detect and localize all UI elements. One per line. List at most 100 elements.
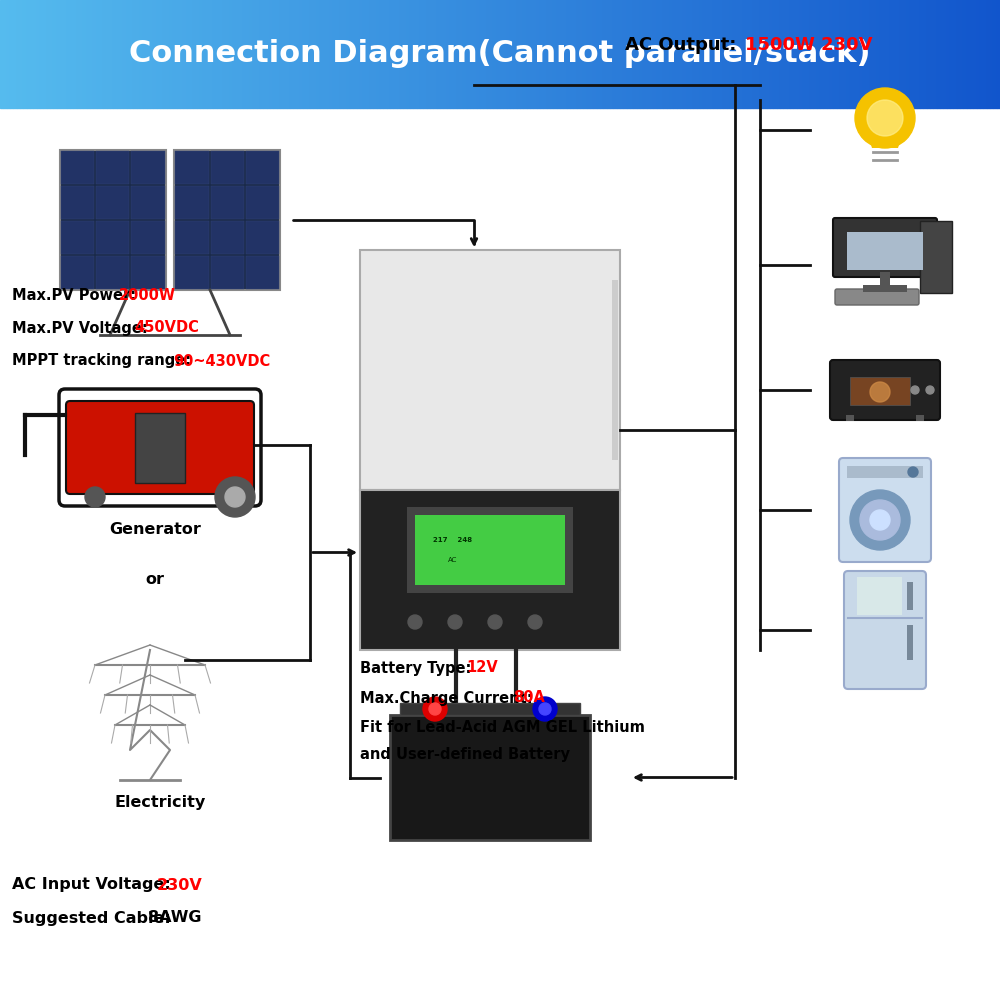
Bar bbox=[967, 0, 970, 108]
Bar bbox=[323, 0, 327, 108]
Circle shape bbox=[867, 100, 903, 136]
Bar bbox=[677, 0, 680, 108]
Bar bbox=[733, 0, 737, 108]
Bar bbox=[300, 0, 303, 108]
Bar bbox=[263, 0, 267, 108]
Bar bbox=[246, 186, 279, 219]
Text: 12V: 12V bbox=[466, 660, 498, 676]
Bar bbox=[96, 221, 129, 254]
Bar bbox=[610, 0, 613, 108]
Bar bbox=[370, 0, 373, 108]
Bar bbox=[333, 0, 337, 108]
Bar bbox=[847, 466, 923, 478]
Bar bbox=[627, 0, 630, 108]
Bar bbox=[897, 0, 900, 108]
Bar bbox=[643, 0, 647, 108]
Bar bbox=[407, 0, 410, 108]
Text: Max.Charge Current:: Max.Charge Current: bbox=[360, 690, 533, 706]
Bar bbox=[60, 0, 63, 108]
Bar bbox=[720, 0, 723, 108]
Bar bbox=[673, 0, 677, 108]
Circle shape bbox=[870, 382, 890, 402]
Text: 217    248: 217 248 bbox=[433, 536, 473, 542]
Circle shape bbox=[860, 500, 900, 540]
Bar bbox=[843, 0, 847, 108]
Bar bbox=[90, 0, 93, 108]
Bar bbox=[543, 0, 547, 108]
Bar bbox=[270, 0, 273, 108]
Bar bbox=[857, 0, 860, 108]
Circle shape bbox=[215, 477, 255, 517]
Bar bbox=[67, 0, 70, 108]
Bar bbox=[61, 256, 94, 289]
Bar bbox=[220, 0, 223, 108]
Bar bbox=[620, 0, 623, 108]
Bar bbox=[3, 0, 7, 108]
Bar bbox=[900, 0, 903, 108]
FancyBboxPatch shape bbox=[833, 218, 937, 277]
Bar bbox=[107, 0, 110, 108]
Bar bbox=[727, 0, 730, 108]
FancyBboxPatch shape bbox=[835, 289, 919, 305]
Bar bbox=[846, 415, 854, 421]
Bar bbox=[463, 0, 467, 108]
Bar bbox=[20, 0, 23, 108]
Bar bbox=[847, 232, 923, 270]
Bar bbox=[33, 0, 37, 108]
Bar bbox=[217, 0, 220, 108]
Bar bbox=[740, 0, 743, 108]
Bar bbox=[347, 0, 350, 108]
Circle shape bbox=[926, 386, 934, 394]
Bar bbox=[96, 151, 129, 184]
Bar bbox=[983, 0, 987, 108]
Bar bbox=[273, 0, 277, 108]
Bar bbox=[640, 0, 643, 108]
Bar bbox=[567, 0, 570, 108]
Bar bbox=[483, 0, 487, 108]
Bar bbox=[520, 0, 523, 108]
Bar bbox=[493, 0, 497, 108]
Text: Suggested Cable:: Suggested Cable: bbox=[12, 910, 171, 926]
Bar bbox=[350, 0, 353, 108]
Bar bbox=[183, 0, 187, 108]
Bar bbox=[307, 0, 310, 108]
Bar bbox=[360, 490, 620, 650]
Text: 80A: 80A bbox=[513, 690, 545, 706]
Bar bbox=[246, 221, 279, 254]
Bar bbox=[80, 0, 83, 108]
Bar bbox=[617, 0, 620, 108]
Bar bbox=[100, 0, 103, 108]
Bar bbox=[850, 0, 853, 108]
Bar bbox=[687, 0, 690, 108]
Bar bbox=[833, 0, 837, 108]
Bar bbox=[117, 0, 120, 108]
FancyBboxPatch shape bbox=[66, 401, 254, 494]
Bar bbox=[830, 0, 833, 108]
Bar bbox=[903, 0, 907, 108]
Bar bbox=[800, 0, 803, 108]
Bar bbox=[527, 0, 530, 108]
Bar bbox=[417, 0, 420, 108]
Text: AC: AC bbox=[448, 557, 458, 563]
Bar bbox=[193, 0, 197, 108]
Bar bbox=[70, 0, 73, 108]
Bar bbox=[857, 577, 902, 615]
Bar bbox=[131, 221, 165, 254]
Circle shape bbox=[539, 703, 551, 715]
Circle shape bbox=[911, 386, 919, 394]
Bar bbox=[557, 0, 560, 108]
Bar bbox=[227, 0, 230, 108]
Bar bbox=[93, 0, 97, 108]
Bar bbox=[887, 0, 890, 108]
Bar bbox=[487, 0, 490, 108]
Bar bbox=[920, 221, 952, 293]
Bar bbox=[110, 0, 113, 108]
Bar bbox=[403, 0, 407, 108]
Bar bbox=[211, 256, 244, 289]
Bar bbox=[713, 0, 717, 108]
Text: Max.PV Power:: Max.PV Power: bbox=[12, 288, 136, 302]
Bar bbox=[233, 0, 237, 108]
Bar bbox=[357, 0, 360, 108]
Bar bbox=[993, 0, 997, 108]
Bar bbox=[197, 0, 200, 108]
